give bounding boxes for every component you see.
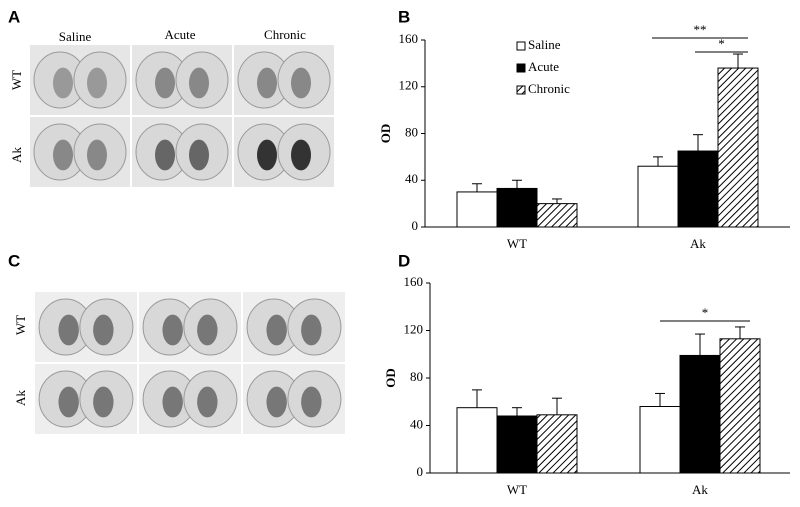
striatum <box>87 67 107 99</box>
y-tick-label: 120 <box>399 78 419 93</box>
y-tick-label: 0 <box>412 218 419 233</box>
striatum <box>266 314 287 346</box>
bar <box>496 187 538 228</box>
legend-label: Acute <box>528 59 559 74</box>
striatum <box>197 386 218 418</box>
bar <box>717 67 759 228</box>
legend-swatch <box>516 63 526 73</box>
y-tick-label: 160 <box>399 31 419 46</box>
striatum <box>189 139 209 171</box>
row-label: WT <box>13 315 28 335</box>
y-tick-label: 160 <box>404 274 424 289</box>
legend-swatch <box>516 41 526 51</box>
brain-images <box>30 45 345 434</box>
striatum <box>53 139 73 171</box>
column-label: Chronic <box>264 27 306 42</box>
bar <box>637 165 679 228</box>
panel-letter: A <box>8 7 20 26</box>
striatum <box>257 139 277 171</box>
x-tick-label: WT <box>507 482 527 497</box>
legend-label: Chronic <box>528 81 570 96</box>
y-tick-label: 80 <box>410 369 423 384</box>
x-tick-label: WT <box>507 236 527 251</box>
bar <box>536 414 578 474</box>
y-tick-label: 0 <box>417 464 424 479</box>
striatum <box>301 386 322 418</box>
striatum <box>58 314 79 346</box>
y-tick-label: 40 <box>410 416 423 431</box>
x-tick-label: Ak <box>692 482 708 497</box>
panel-letter: B <box>398 7 410 26</box>
column-label: Acute <box>164 27 195 42</box>
column-label: Saline <box>59 29 92 44</box>
striatum <box>291 67 311 99</box>
significance-label: * <box>718 36 725 51</box>
striatum <box>197 314 218 346</box>
bar <box>536 203 578 228</box>
y-tick-label: 120 <box>404 321 424 336</box>
bar <box>496 415 538 474</box>
bar <box>456 407 498 474</box>
striatum <box>53 67 73 99</box>
significance-label: * <box>702 305 709 320</box>
striatum <box>162 314 183 346</box>
striatum <box>266 386 287 418</box>
striatum <box>87 139 107 171</box>
striatum <box>162 386 183 418</box>
striatum <box>301 314 322 346</box>
y-axis-label: OD <box>378 124 393 144</box>
striatum <box>93 314 114 346</box>
striatum <box>155 67 175 99</box>
row-label: Ak <box>9 147 24 163</box>
striatum <box>291 139 311 171</box>
x-tick-label: Ak <box>690 236 706 251</box>
bar <box>719 338 761 474</box>
striatum <box>58 386 79 418</box>
bar <box>677 150 719 228</box>
row-label: Ak <box>13 390 28 406</box>
striatum <box>93 386 114 418</box>
bar <box>679 354 721 474</box>
panel-letter: C <box>8 251 20 270</box>
striatum <box>155 139 175 171</box>
y-tick-label: 40 <box>405 171 418 186</box>
legend-label: Saline <box>528 37 561 52</box>
row-label: WT <box>9 70 24 90</box>
striatum <box>189 67 209 99</box>
bar <box>639 406 681 474</box>
y-tick-label: 80 <box>405 124 418 139</box>
y-axis-label: OD <box>383 368 398 388</box>
bar <box>456 191 498 228</box>
significance-label: ** <box>694 22 707 37</box>
striatum <box>257 67 277 99</box>
panel-letter: D <box>398 251 410 270</box>
legend-swatch <box>516 85 526 95</box>
